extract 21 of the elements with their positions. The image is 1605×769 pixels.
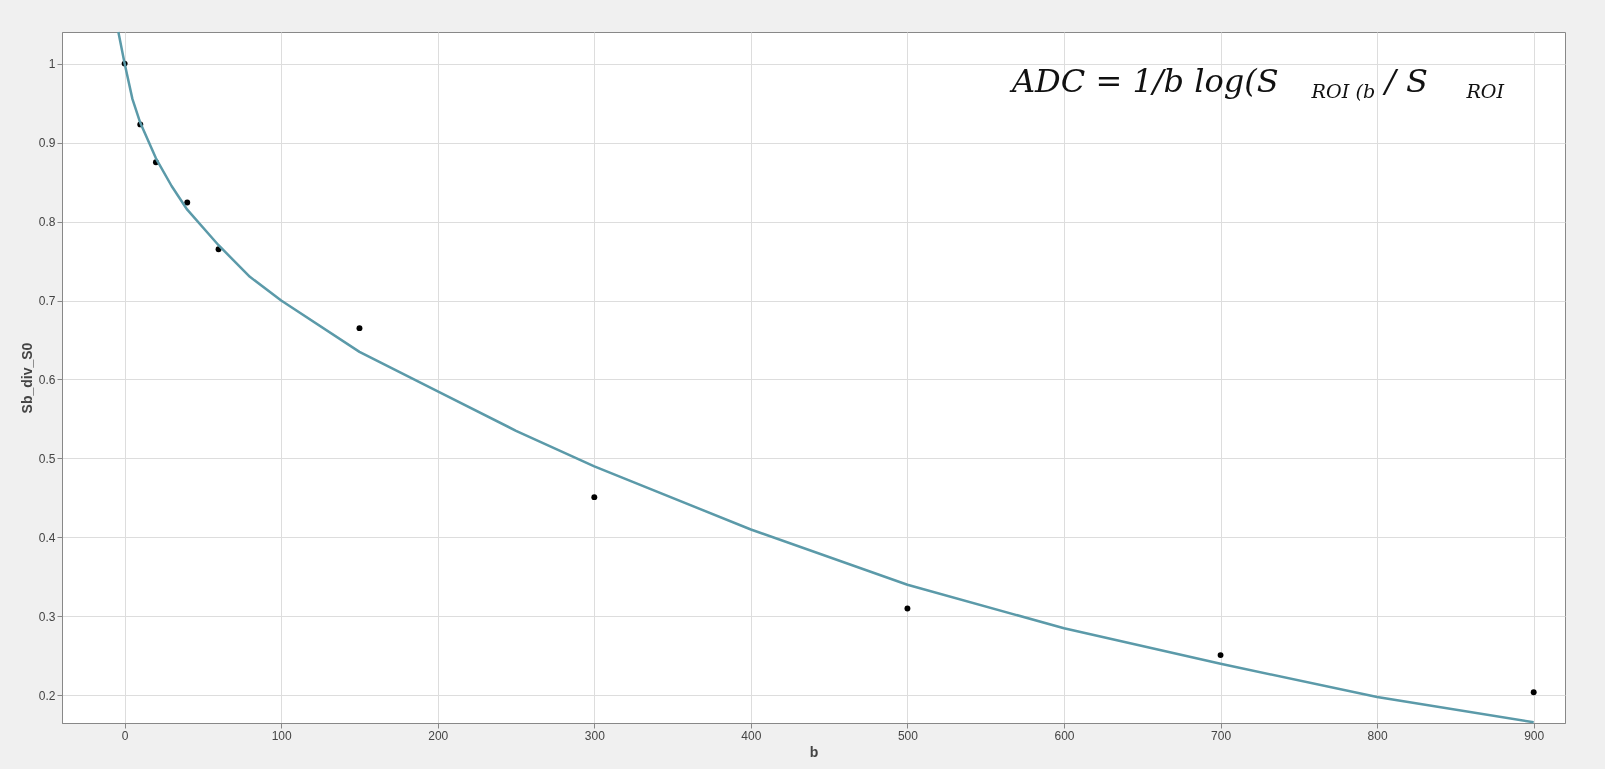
- y-tick-label: 0.5: [38, 451, 56, 466]
- x-axis-title: b: [809, 743, 819, 760]
- y-tick-label: 0.4: [38, 530, 56, 545]
- x-tick-label: 200: [428, 728, 449, 743]
- y-tick-label: 0.7: [38, 294, 56, 308]
- y-tick-label: 0.9: [38, 136, 56, 151]
- y-tick-label: 0.6: [38, 372, 56, 387]
- x-tick-label: 0: [121, 728, 129, 743]
- x-tick-label: 300: [584, 728, 606, 743]
- x-tick-label: 900: [1524, 728, 1545, 743]
- x-tick-label: 800: [1367, 728, 1388, 743]
- y-tick-label: 0.2: [38, 688, 56, 703]
- y-axis-title: Sb_div_S0: [18, 342, 35, 414]
- y-tick-label: 0.8: [38, 215, 56, 230]
- y-tick-label: 1: [48, 57, 56, 72]
- x-tick-label: 700: [1211, 728, 1232, 743]
- x-tick-label: 600: [1054, 728, 1075, 743]
- x-tick-label: 400: [741, 728, 762, 743]
- x-tick-label: 500: [897, 728, 919, 743]
- x-tick-label: 100: [271, 728, 293, 743]
- y-tick-label: 0.3: [38, 609, 56, 624]
